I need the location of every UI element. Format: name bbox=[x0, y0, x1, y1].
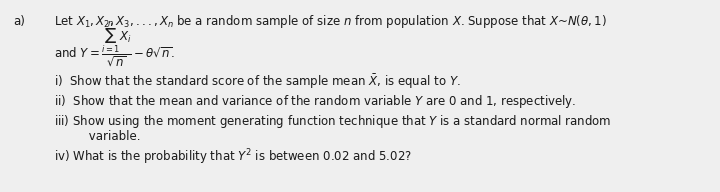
Text: ii)  Show that the mean and variance of the random variable $Y$ are 0 and 1, res: ii) Show that the mean and variance of t… bbox=[54, 94, 577, 111]
Text: and $Y = \dfrac{\sum_{i=1}^{n} X_i}{\sqrt{n}} - \theta\sqrt{n}$.: and $Y = \dfrac{\sum_{i=1}^{n} X_i}{\sqr… bbox=[54, 19, 175, 69]
Text: a): a) bbox=[13, 16, 25, 28]
Text: i)  Show that the standard score of the sample mean $\bar{X}$, is equal to $Y$.: i) Show that the standard score of the s… bbox=[54, 73, 461, 91]
Text: Let $X_1, X_2, X_3,...,X_n$ be a random sample of size $n$ from population $X$. : Let $X_1, X_2, X_3,...,X_n$ be a random … bbox=[54, 13, 607, 31]
Text: iii) Show using the moment generating function technique that $Y$ is a standard : iii) Show using the moment generating fu… bbox=[54, 113, 611, 131]
Text: variable.: variable. bbox=[70, 131, 140, 143]
Text: iv) What is the probability that $Y^2$ is between 0.02 and 5.02?: iv) What is the probability that $Y^2$ i… bbox=[54, 147, 412, 167]
